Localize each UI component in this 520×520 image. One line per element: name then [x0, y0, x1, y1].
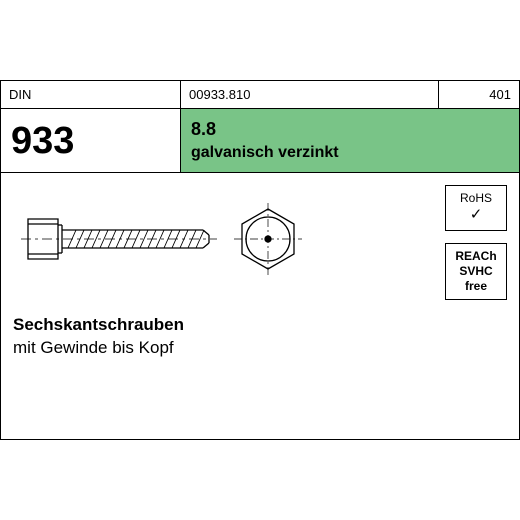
spec-cell: 8.8 galvanisch verzinkt	[181, 109, 519, 172]
din-number-cell: 933	[1, 109, 181, 172]
header-row: DIN 00933.810 401	[1, 81, 519, 109]
reach-badge: REACh SVHC free	[445, 243, 507, 300]
spec-row: 933 8.8 galvanisch verzinkt	[1, 109, 519, 173]
header-article-number: 00933.810	[181, 81, 439, 108]
reach-line1: REACh	[448, 249, 504, 264]
strength-grade: 8.8	[191, 119, 509, 140]
desc-title: Sechskantschrauben	[13, 314, 507, 337]
rohs-label: RoHS	[448, 191, 504, 206]
product-card: DIN 00933.810 401 933 8.8 galvanisch ver…	[0, 80, 520, 440]
reach-line3: free	[448, 279, 504, 294]
body-area: RoHS ✓ REACh SVHC free	[1, 173, 519, 439]
check-icon: ✓	[448, 206, 504, 225]
bolt-illustration	[13, 189, 507, 294]
din-number: 933	[1, 122, 180, 160]
header-din-label: DIN	[1, 81, 181, 108]
header-code: 401	[439, 81, 519, 108]
description: Sechskantschrauben mit Gewinde bis Kopf	[13, 314, 507, 360]
surface-finish: galvanisch verzinkt	[191, 144, 509, 162]
rohs-badge: RoHS ✓	[445, 185, 507, 231]
reach-line2: SVHC	[448, 264, 504, 279]
desc-subtitle: mit Gewinde bis Kopf	[13, 337, 507, 360]
